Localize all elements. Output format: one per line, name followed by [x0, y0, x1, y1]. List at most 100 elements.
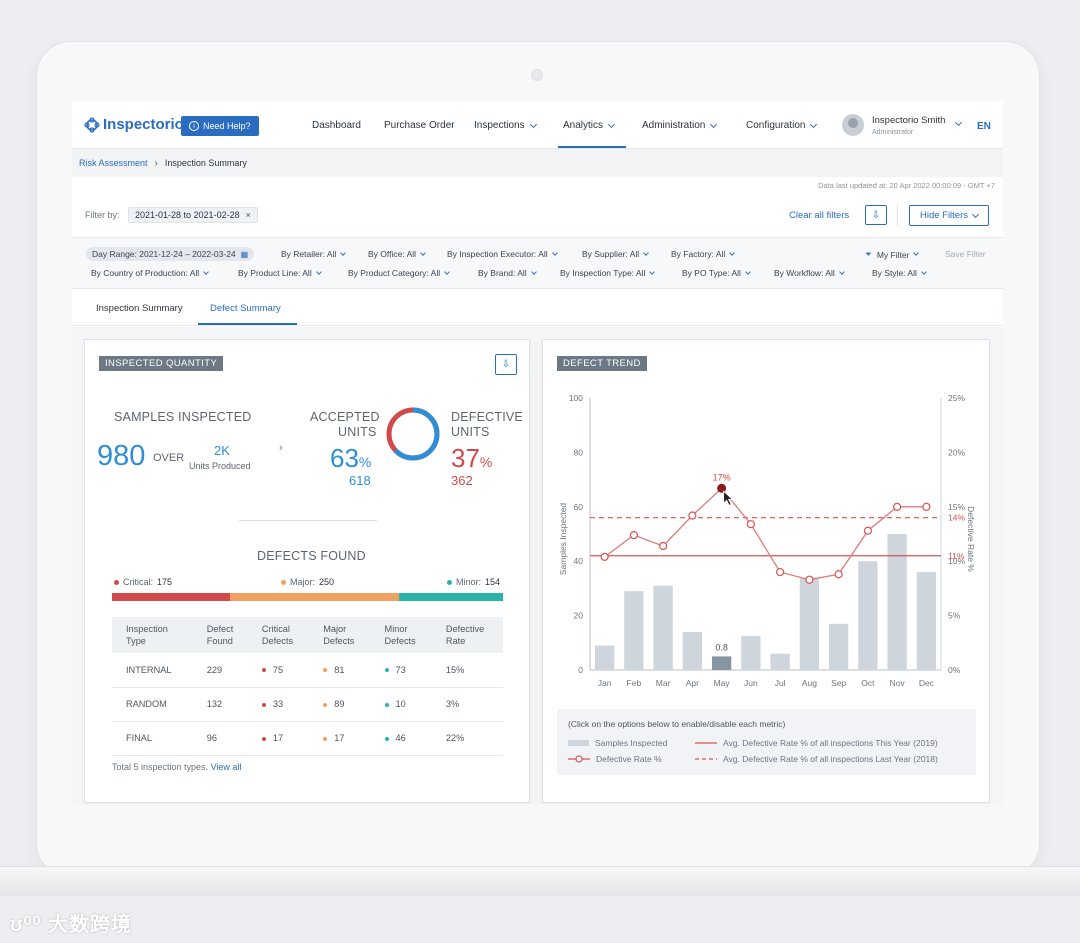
- y2-tick-label: 0%: [948, 665, 961, 675]
- chart-legend: (Click on the options below to enable/di…: [557, 709, 976, 775]
- x-tick-label: Sep: [831, 678, 846, 688]
- defect-trend-chart: 0 20 40 60 80 100 0% 5% 10% 15% 20% 25% Samples Insp…: [558, 393, 976, 688]
- filter-product-line[interactable]: By Product Line: All: [238, 268, 322, 278]
- logo-text: Inspectorio: [103, 116, 184, 133]
- close-icon[interactable]: ×: [245, 210, 251, 220]
- filter-style[interactable]: By Style: All: [872, 268, 927, 278]
- nav-inspections[interactable]: Inspections: [474, 120, 537, 131]
- chevron-down-icon: [444, 268, 450, 275]
- funnel-icon: ⏷: [865, 249, 872, 259]
- legend-defective-rate[interactable]: Defective Rate %: [568, 754, 662, 764]
- filter-supplier[interactable]: By Supplier: All: [582, 249, 650, 259]
- y2-tick-label: 15%: [948, 502, 965, 512]
- legend-avg-last-year[interactable]: Avg. Defective Rate % of all inspections…: [695, 754, 938, 764]
- card-title: INSPECTED QUANTITY: [99, 356, 224, 371]
- defective-percent-value: 37: [451, 443, 480, 473]
- filter-day-range[interactable]: Day Range: 2021-12-24 – 2022-03-24 ▦: [86, 247, 255, 261]
- clear-all-filters-link[interactable]: Clear all filters: [789, 210, 850, 221]
- mouse-cursor-icon: [723, 490, 734, 506]
- chevron-right-icon[interactable]: ›: [279, 442, 283, 454]
- nav-label: Purchase Order: [384, 120, 455, 131]
- y-tick-label: 0: [578, 665, 583, 675]
- tab-defect-summary[interactable]: Defect Summary: [210, 303, 281, 314]
- tab-inspection-summary[interactable]: Inspection Summary: [96, 303, 183, 314]
- x-tick-label: Dec: [919, 678, 935, 688]
- header-minor-defects[interactable]: Minor Defects: [370, 617, 432, 653]
- accepted-units-label-2: UNITS: [338, 425, 377, 439]
- defective-rate-point: [863, 526, 872, 535]
- breadcrumb-risk-assessment[interactable]: Risk Assessment: [79, 158, 148, 168]
- nav-dashboard[interactable]: Dashboard: [312, 120, 361, 131]
- laptop-base: [0, 866, 1080, 896]
- defective-count: 362: [451, 473, 473, 488]
- filter-country[interactable]: By Country of Production: All: [91, 268, 210, 278]
- bar-samples-inspected: [799, 577, 820, 670]
- filter-po-type[interactable]: By PO Type: All: [682, 268, 751, 278]
- minor-label: Minor:: [456, 577, 482, 587]
- table-row[interactable]: RANDOM 132 33 89 10 3%: [112, 687, 503, 722]
- defective-rate-point: [600, 552, 609, 561]
- filter-retailer[interactable]: By Retailer: All: [281, 249, 347, 259]
- top-nav: Inspectorio i Need Help? Dashboard Purcha…: [72, 101, 1003, 149]
- cell-minor: 10: [370, 687, 432, 722]
- nav-administration[interactable]: Administration: [642, 120, 718, 131]
- download-button[interactable]: ⇩: [495, 354, 517, 375]
- my-filter-dropdown[interactable]: ⏷ My Filter: [865, 249, 920, 260]
- nav-analytics[interactable]: Analytics: [563, 120, 616, 131]
- language-switch[interactable]: EN: [977, 121, 991, 132]
- chevron-down-icon: [745, 268, 751, 275]
- legend-label: Defective Rate %: [596, 754, 662, 764]
- chevron-down-icon: [315, 268, 322, 275]
- filter-panel: [72, 237, 1003, 289]
- nav-purchase-order[interactable]: Purchase Order: [384, 120, 455, 131]
- defects-table: Inspection Type Defect Found Critical Defec…: [112, 617, 503, 756]
- defective-rate-point: [746, 520, 755, 529]
- filter-workflow[interactable]: By Workflow: All: [774, 268, 845, 278]
- legend-avg-this-year[interactable]: Avg. Defective Rate % of all inspections…: [695, 738, 938, 748]
- user-menu-chevron-icon[interactable]: [954, 118, 963, 127]
- legend-samples-inspected[interactable]: Samples Inspected: [568, 738, 667, 748]
- filter-product-category[interactable]: By Product Category: All: [348, 268, 450, 278]
- header-defect-found[interactable]: Defect Found: [192, 617, 248, 653]
- filter-chip-date[interactable]: 2021-01-28 to 2021-02-28 ×: [128, 207, 258, 223]
- header-defective-rate[interactable]: Defective Rate: [431, 617, 503, 653]
- samples-inspected-value: 980: [97, 440, 146, 472]
- defective-rate-point: [776, 567, 785, 577]
- cell-defect-found: 229: [192, 653, 248, 688]
- info-icon: i: [189, 121, 199, 131]
- filter-inspection-executor[interactable]: By Inspection Executor: All: [447, 249, 558, 259]
- nav-label: Dashboard: [312, 120, 361, 131]
- bar-samples-inspected: [711, 656, 732, 670]
- filter-brand[interactable]: By Brand: All: [478, 268, 537, 278]
- table-row[interactable]: INTERNAL 229 75 81 73 15%: [112, 653, 503, 688]
- export-button[interactable]: ⇩: [865, 205, 887, 225]
- need-help-button[interactable]: i Need Help?: [181, 116, 259, 136]
- y2-axis-title: Defective Rate %: [966, 506, 976, 572]
- defective-rate-point: [893, 502, 902, 511]
- nav-configuration[interactable]: Configuration: [746, 120, 818, 131]
- header-inspection-type[interactable]: Inspection Type: [112, 617, 193, 653]
- chevron-down-icon: [810, 120, 818, 128]
- donut-accepted-arc: [386, 407, 440, 461]
- header-critical-defects[interactable]: Critical Defects: [247, 617, 310, 653]
- view-all-link[interactable]: View all: [210, 762, 242, 772]
- save-filter-button[interactable]: Save Filter: [945, 249, 986, 259]
- hide-filters-button[interactable]: Hide Filters: [909, 205, 989, 226]
- header-major-defects[interactable]: Major Defects: [309, 617, 371, 653]
- chevron-down-icon: [551, 249, 558, 256]
- filter-office[interactable]: By Office: All: [368, 249, 426, 259]
- total-note-text: Total 5 inspection types.: [112, 762, 209, 772]
- logo[interactable]: Inspectorio: [84, 116, 184, 133]
- major-dot: [323, 668, 328, 673]
- table-row[interactable]: FINAL 96 17 17 46 22%: [112, 721, 503, 756]
- user-name[interactable]: Inspectorio Smith: [872, 115, 946, 126]
- filter-inspection-type[interactable]: By Inspection Type: All: [560, 268, 656, 278]
- over-label: OVER: [153, 452, 185, 464]
- nav-label: Analytics: [563, 120, 604, 131]
- avatar[interactable]: [842, 114, 864, 136]
- filter-factory[interactable]: By Factory: All: [671, 249, 736, 259]
- bar-samples-inspected: [741, 636, 761, 670]
- major-segment: [230, 593, 399, 601]
- defects-stacked-bar: [112, 593, 503, 601]
- filter-label: By Inspection Executor: All: [447, 249, 548, 259]
